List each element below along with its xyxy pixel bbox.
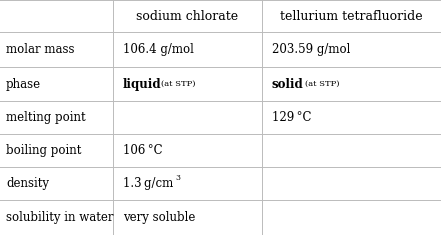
Text: solid: solid: [272, 78, 304, 90]
Text: 129 °C: 129 °C: [272, 111, 311, 124]
Text: 203.59 g/mol: 203.59 g/mol: [272, 43, 351, 56]
Text: sodium chlorate: sodium chlorate: [136, 9, 239, 23]
Text: (at STP): (at STP): [161, 80, 195, 88]
Text: very soluble: very soluble: [123, 211, 195, 224]
Text: 106.4 g/mol: 106.4 g/mol: [123, 43, 194, 56]
Text: (at STP): (at STP): [305, 80, 340, 88]
Text: solubility in water: solubility in water: [6, 211, 113, 224]
Text: melting point: melting point: [6, 111, 86, 124]
Text: liquid: liquid: [123, 78, 161, 90]
Text: phase: phase: [6, 78, 41, 90]
Text: 1.3 g/cm: 1.3 g/cm: [123, 177, 173, 190]
Text: molar mass: molar mass: [6, 43, 75, 56]
Text: 106 °C: 106 °C: [123, 144, 163, 157]
Text: density: density: [6, 177, 49, 190]
Text: boiling point: boiling point: [6, 144, 82, 157]
Text: 3: 3: [175, 174, 180, 182]
Text: tellurium tetrafluoride: tellurium tetrafluoride: [280, 9, 423, 23]
